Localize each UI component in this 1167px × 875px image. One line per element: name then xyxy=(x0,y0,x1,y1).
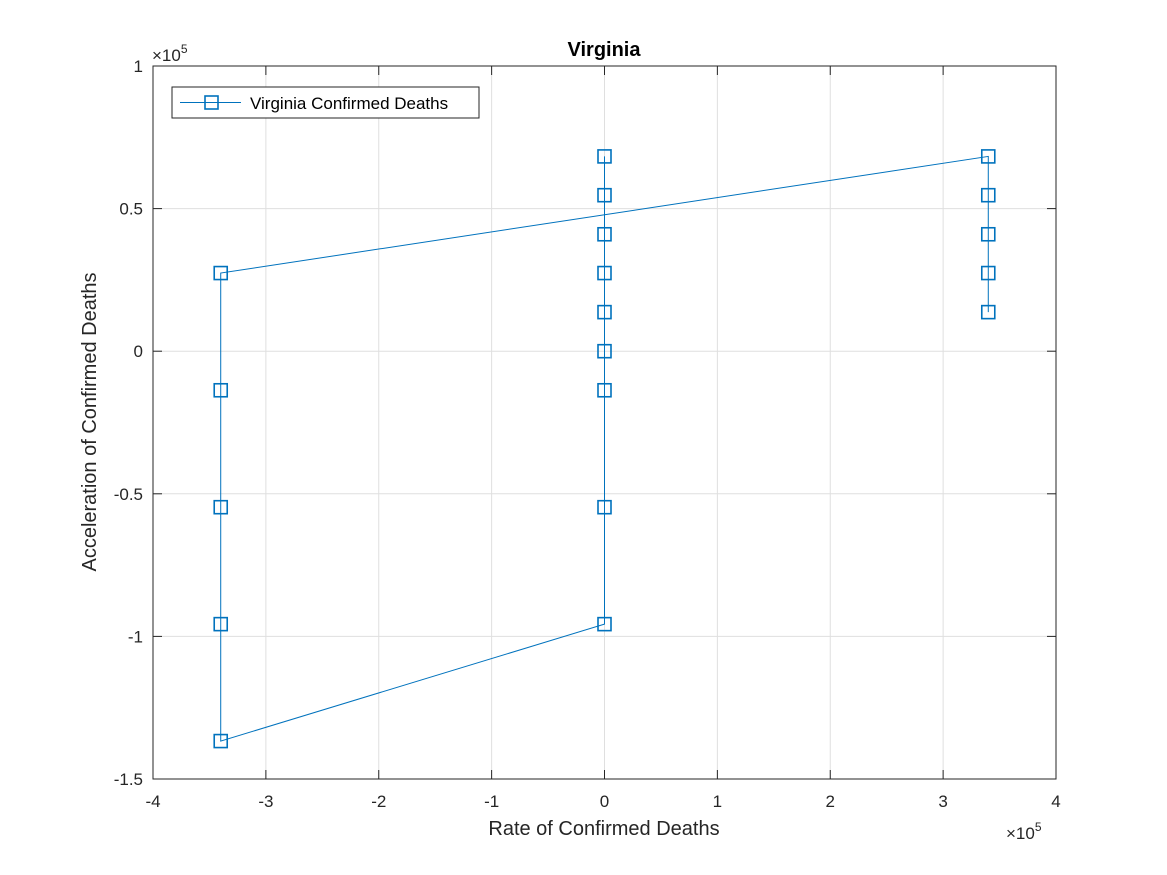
legend: Virginia Confirmed Deaths xyxy=(171,86,480,119)
x-tick-label: 4 xyxy=(1051,792,1060,811)
y-tick-label: 0 xyxy=(134,342,143,361)
series-line xyxy=(220,155,989,742)
tick-labels: -4 -3 -2 -1 0 1 2 3 4 -1.5 -1 -0.5 0 0.5 1 xyxy=(114,57,1061,811)
y-axis-label: Acceleration of Confirmed Deaths xyxy=(79,272,101,571)
data-point xyxy=(597,499,612,515)
data-point xyxy=(597,343,612,359)
y-axis-exponent: ×105 xyxy=(152,42,188,65)
x-tick-label: 1 xyxy=(713,792,722,811)
series-layer xyxy=(213,149,996,749)
legend-entry-label: Virginia Confirmed Deaths xyxy=(250,94,448,113)
svg-text:×105: ×105 xyxy=(152,42,188,65)
data-point xyxy=(213,499,229,515)
y-tick-label: -1 xyxy=(128,627,143,646)
data-point xyxy=(980,265,996,281)
data-point xyxy=(213,616,229,632)
x-tick-label: 2 xyxy=(826,792,835,811)
legend-marker-sample xyxy=(204,95,219,110)
data-point xyxy=(213,733,229,749)
svg-text:×105: ×105 xyxy=(1006,820,1042,843)
data-point xyxy=(597,149,612,164)
y-tick-label: 0.5 xyxy=(119,200,143,219)
data-point xyxy=(597,304,612,320)
data-point xyxy=(980,149,996,164)
data-point xyxy=(213,265,229,281)
data-point xyxy=(980,226,996,242)
x-tick-label: 0 xyxy=(600,792,609,811)
x-exponent-power: 5 xyxy=(1035,820,1042,834)
data-point xyxy=(980,304,996,320)
data-point xyxy=(597,382,612,398)
x-exponent-base: ×10 xyxy=(1006,824,1035,843)
y-tick-label: 1 xyxy=(134,57,143,76)
data-point xyxy=(980,187,996,203)
x-tick-label: -2 xyxy=(371,792,386,811)
data-point xyxy=(213,382,229,398)
x-tick-label: -4 xyxy=(145,792,160,811)
axes xyxy=(152,65,1057,780)
data-point xyxy=(597,187,612,203)
x-tick-label: 3 xyxy=(938,792,947,811)
y-tick-label: -0.5 xyxy=(114,485,143,504)
y-exponent-power: 5 xyxy=(181,42,188,56)
x-axis-label: Rate of Confirmed Deaths xyxy=(488,818,719,840)
y-exponent-base: ×10 xyxy=(152,46,181,65)
data-point xyxy=(597,265,612,281)
x-axis-exponent: ×105 xyxy=(1006,820,1042,843)
data-point xyxy=(597,226,612,242)
data-point xyxy=(597,616,612,632)
x-tick-label: -3 xyxy=(258,792,273,811)
chart-title: Virginia xyxy=(568,39,642,61)
y-tick-label: -1.5 xyxy=(114,770,143,789)
x-tick-label: -1 xyxy=(484,792,499,811)
